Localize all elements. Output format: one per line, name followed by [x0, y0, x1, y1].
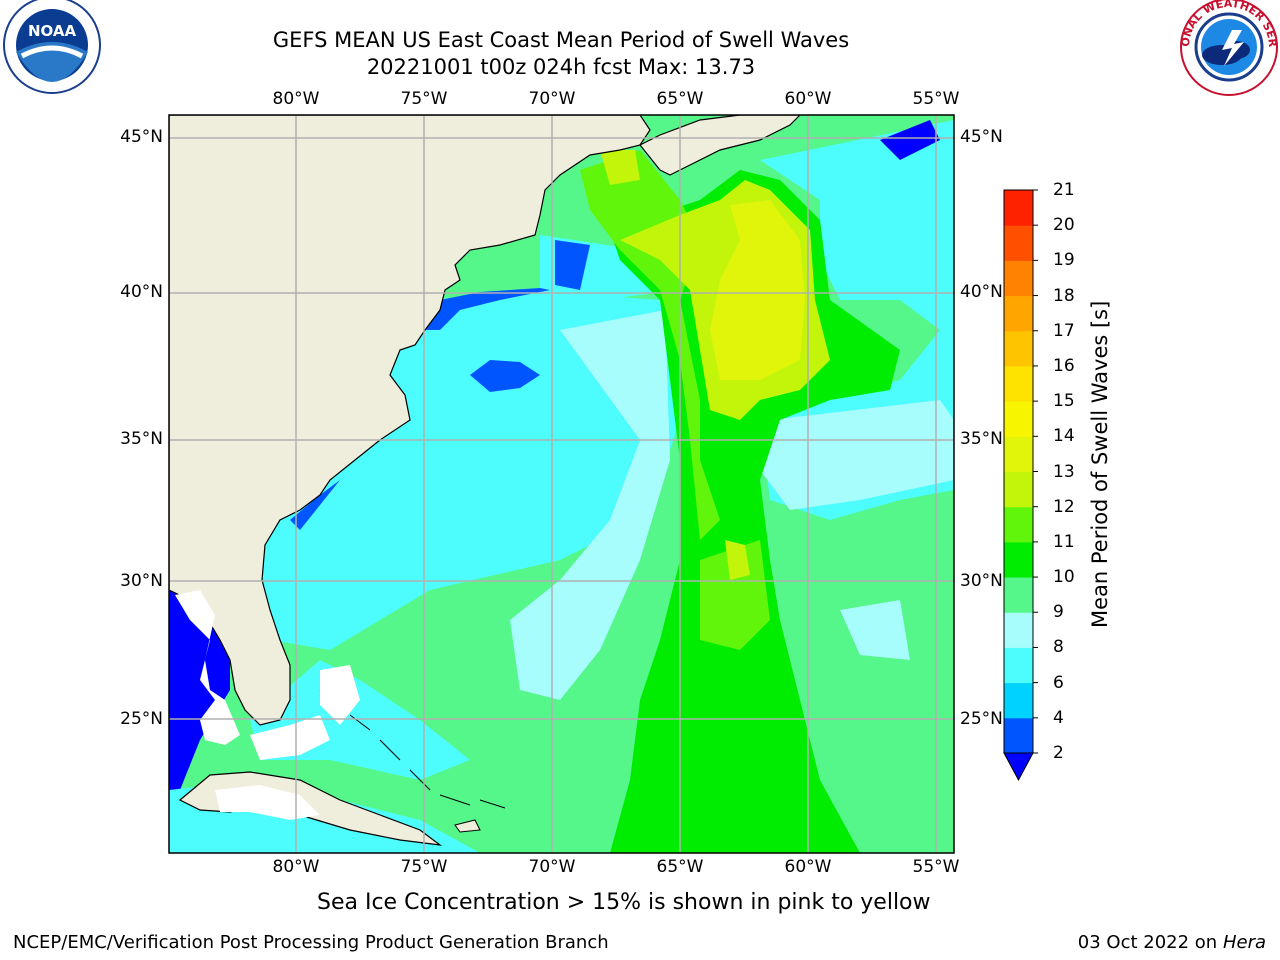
colorbar-segment-6-8 [1004, 647, 1033, 684]
colorbar-segment-4-6 [1004, 682, 1033, 719]
colorbar-tick-label-18: 18 [1053, 285, 1075, 306]
map-grid [169, 115, 954, 853]
colorbar-under-triangle [1003, 752, 1034, 782]
map-frame [168, 114, 955, 854]
colorbar-tick-label-16: 16 [1053, 355, 1075, 376]
chart-title-line2: 20221001 t00z 024h fcst Max: 13.73 [366, 55, 756, 79]
lat-label-left-40n: 40°N [120, 282, 163, 302]
colorbar-tick-label-9: 9 [1053, 602, 1064, 623]
nodata-cuba-coast [215, 785, 320, 820]
lat-label-left-35n: 35°N [120, 429, 163, 449]
colorbar-segment-14-15 [1004, 401, 1033, 437]
swell-region-blue-carolina [290, 480, 340, 530]
colorbar-segment-10-11 [1004, 541, 1033, 578]
colorbar-tick-label-15: 15 [1053, 391, 1075, 412]
swell-region-blue-nyb [555, 240, 590, 290]
lat-label-right-45n: 45°N [960, 127, 1003, 147]
colorbar-segment-18-19 [1004, 260, 1033, 297]
colorbar-segment-11-12 [1004, 506, 1033, 543]
nodata-bahamas-bank [320, 665, 360, 725]
lat-label-left-45n: 45°N [120, 127, 163, 147]
land-hispaniola [454, 819, 481, 833]
swell-region-yellow [710, 200, 805, 380]
swell-region-lightcyan [510, 310, 670, 700]
nodata-gulf-coast [175, 590, 240, 745]
colorbar-segment-9-10 [1004, 577, 1033, 613]
lon-label-bottom-80w: 80°W [272, 857, 320, 877]
colorbar-tick-label-4: 4 [1053, 707, 1064, 728]
colorbar-tick-label-19: 19 [1053, 250, 1075, 271]
colorbar-segment-20-21 [1004, 190, 1033, 226]
swell-region-lightcyan-east [840, 600, 910, 660]
footer-date: 03 Oct 2022 on Hera [1078, 932, 1266, 953]
colorbar-segment-19-20 [1004, 225, 1033, 261]
noaa-logo-text: NOAA [28, 22, 77, 40]
swell-region-gulf [169, 590, 230, 790]
colorbar-tick-label-17: 17 [1053, 320, 1075, 341]
swell-region-blue-offshore [470, 360, 540, 392]
colorbar-tick-label-21: 21 [1053, 180, 1075, 200]
swell-region-blue-midatlantic [420, 288, 550, 330]
lat-label-right-30n: 30°N [960, 571, 1003, 591]
sea-ice-note: Sea Ice Concentration > 15% is shown in … [317, 890, 931, 915]
footer-machine: Hera [1222, 932, 1266, 953]
lon-label-bottom-65w: 65°W [656, 857, 704, 877]
lon-label-top-70w: 70°W [528, 89, 576, 109]
swell-region-yellowgreen-nw [600, 150, 640, 185]
footer-date-text: 03 Oct 2022 on [1077, 932, 1223, 953]
colorbar-tick-label-14: 14 [1053, 426, 1075, 447]
lon-label-bottom-70w: 70°W [528, 857, 576, 877]
swell-region-lime [700, 540, 770, 650]
lon-label-top-75w: 75°W [400, 89, 448, 109]
lon-label-top-55w: 55°W [912, 89, 960, 109]
lat-label-right-25n: 25°N [960, 709, 1003, 729]
colorbar-segment-12-13 [1004, 471, 1033, 508]
swell-region-blue-ne [880, 120, 940, 160]
colorbar-segment-16-17 [1004, 330, 1033, 367]
lon-label-bottom-55w: 55°W [912, 857, 960, 877]
colorbar-tick-label-11: 11 [1053, 531, 1075, 552]
lon-label-top-80w: 80°W [272, 89, 320, 109]
colorbar-tick-label-20: 20 [1053, 215, 1075, 236]
colorbar-tick-label-13: 13 [1053, 461, 1075, 482]
colorbar-tick-label-2: 2 [1053, 743, 1064, 763]
nodata-florida-keys [250, 715, 330, 760]
colorbar-segment-15-16 [1004, 365, 1033, 402]
lon-label-bottom-75w: 75°W [400, 857, 448, 877]
colorbar-segment-2-4 [1004, 717, 1033, 754]
colorbar-tick-label-8: 8 [1053, 637, 1064, 658]
colorbar-title: Mean Period of Swell Waves [s] [1088, 300, 1112, 628]
lon-label-top-60w: 60°W [784, 89, 832, 109]
noaa-logo: NOAA [3, 0, 101, 94]
lat-label-left-30n: 30°N [120, 571, 163, 591]
lat-label-right-40n: 40°N [960, 282, 1003, 302]
colorbar-tick-label-6: 6 [1053, 672, 1064, 693]
lon-label-top-65w: 65°W [656, 89, 704, 109]
colorbar-segment-8-9 [1004, 612, 1033, 648]
land-north-america [169, 115, 651, 726]
colorbar-tick-label-10: 10 [1053, 567, 1075, 588]
swell-region-yellowgreen-south [725, 540, 750, 580]
colorbar-segment-13-14 [1004, 436, 1033, 472]
footer-credit: NCEP/EMC/Verification Post Processing Pr… [13, 932, 609, 953]
colorbar-tick-label-12: 12 [1053, 496, 1075, 517]
lat-label-right-35n: 35°N [960, 429, 1003, 449]
lon-label-bottom-60w: 60°W [784, 857, 832, 877]
lat-label-left-25n: 25°N [120, 709, 163, 729]
colorbar-segment-17-18 [1004, 295, 1033, 332]
logos-layer: NOAA NATIONAL WEATHER SERVICE [0, 0, 1279, 96]
chart-title-line1: GEFS MEAN US East Coast Mean Period of S… [272, 28, 850, 52]
